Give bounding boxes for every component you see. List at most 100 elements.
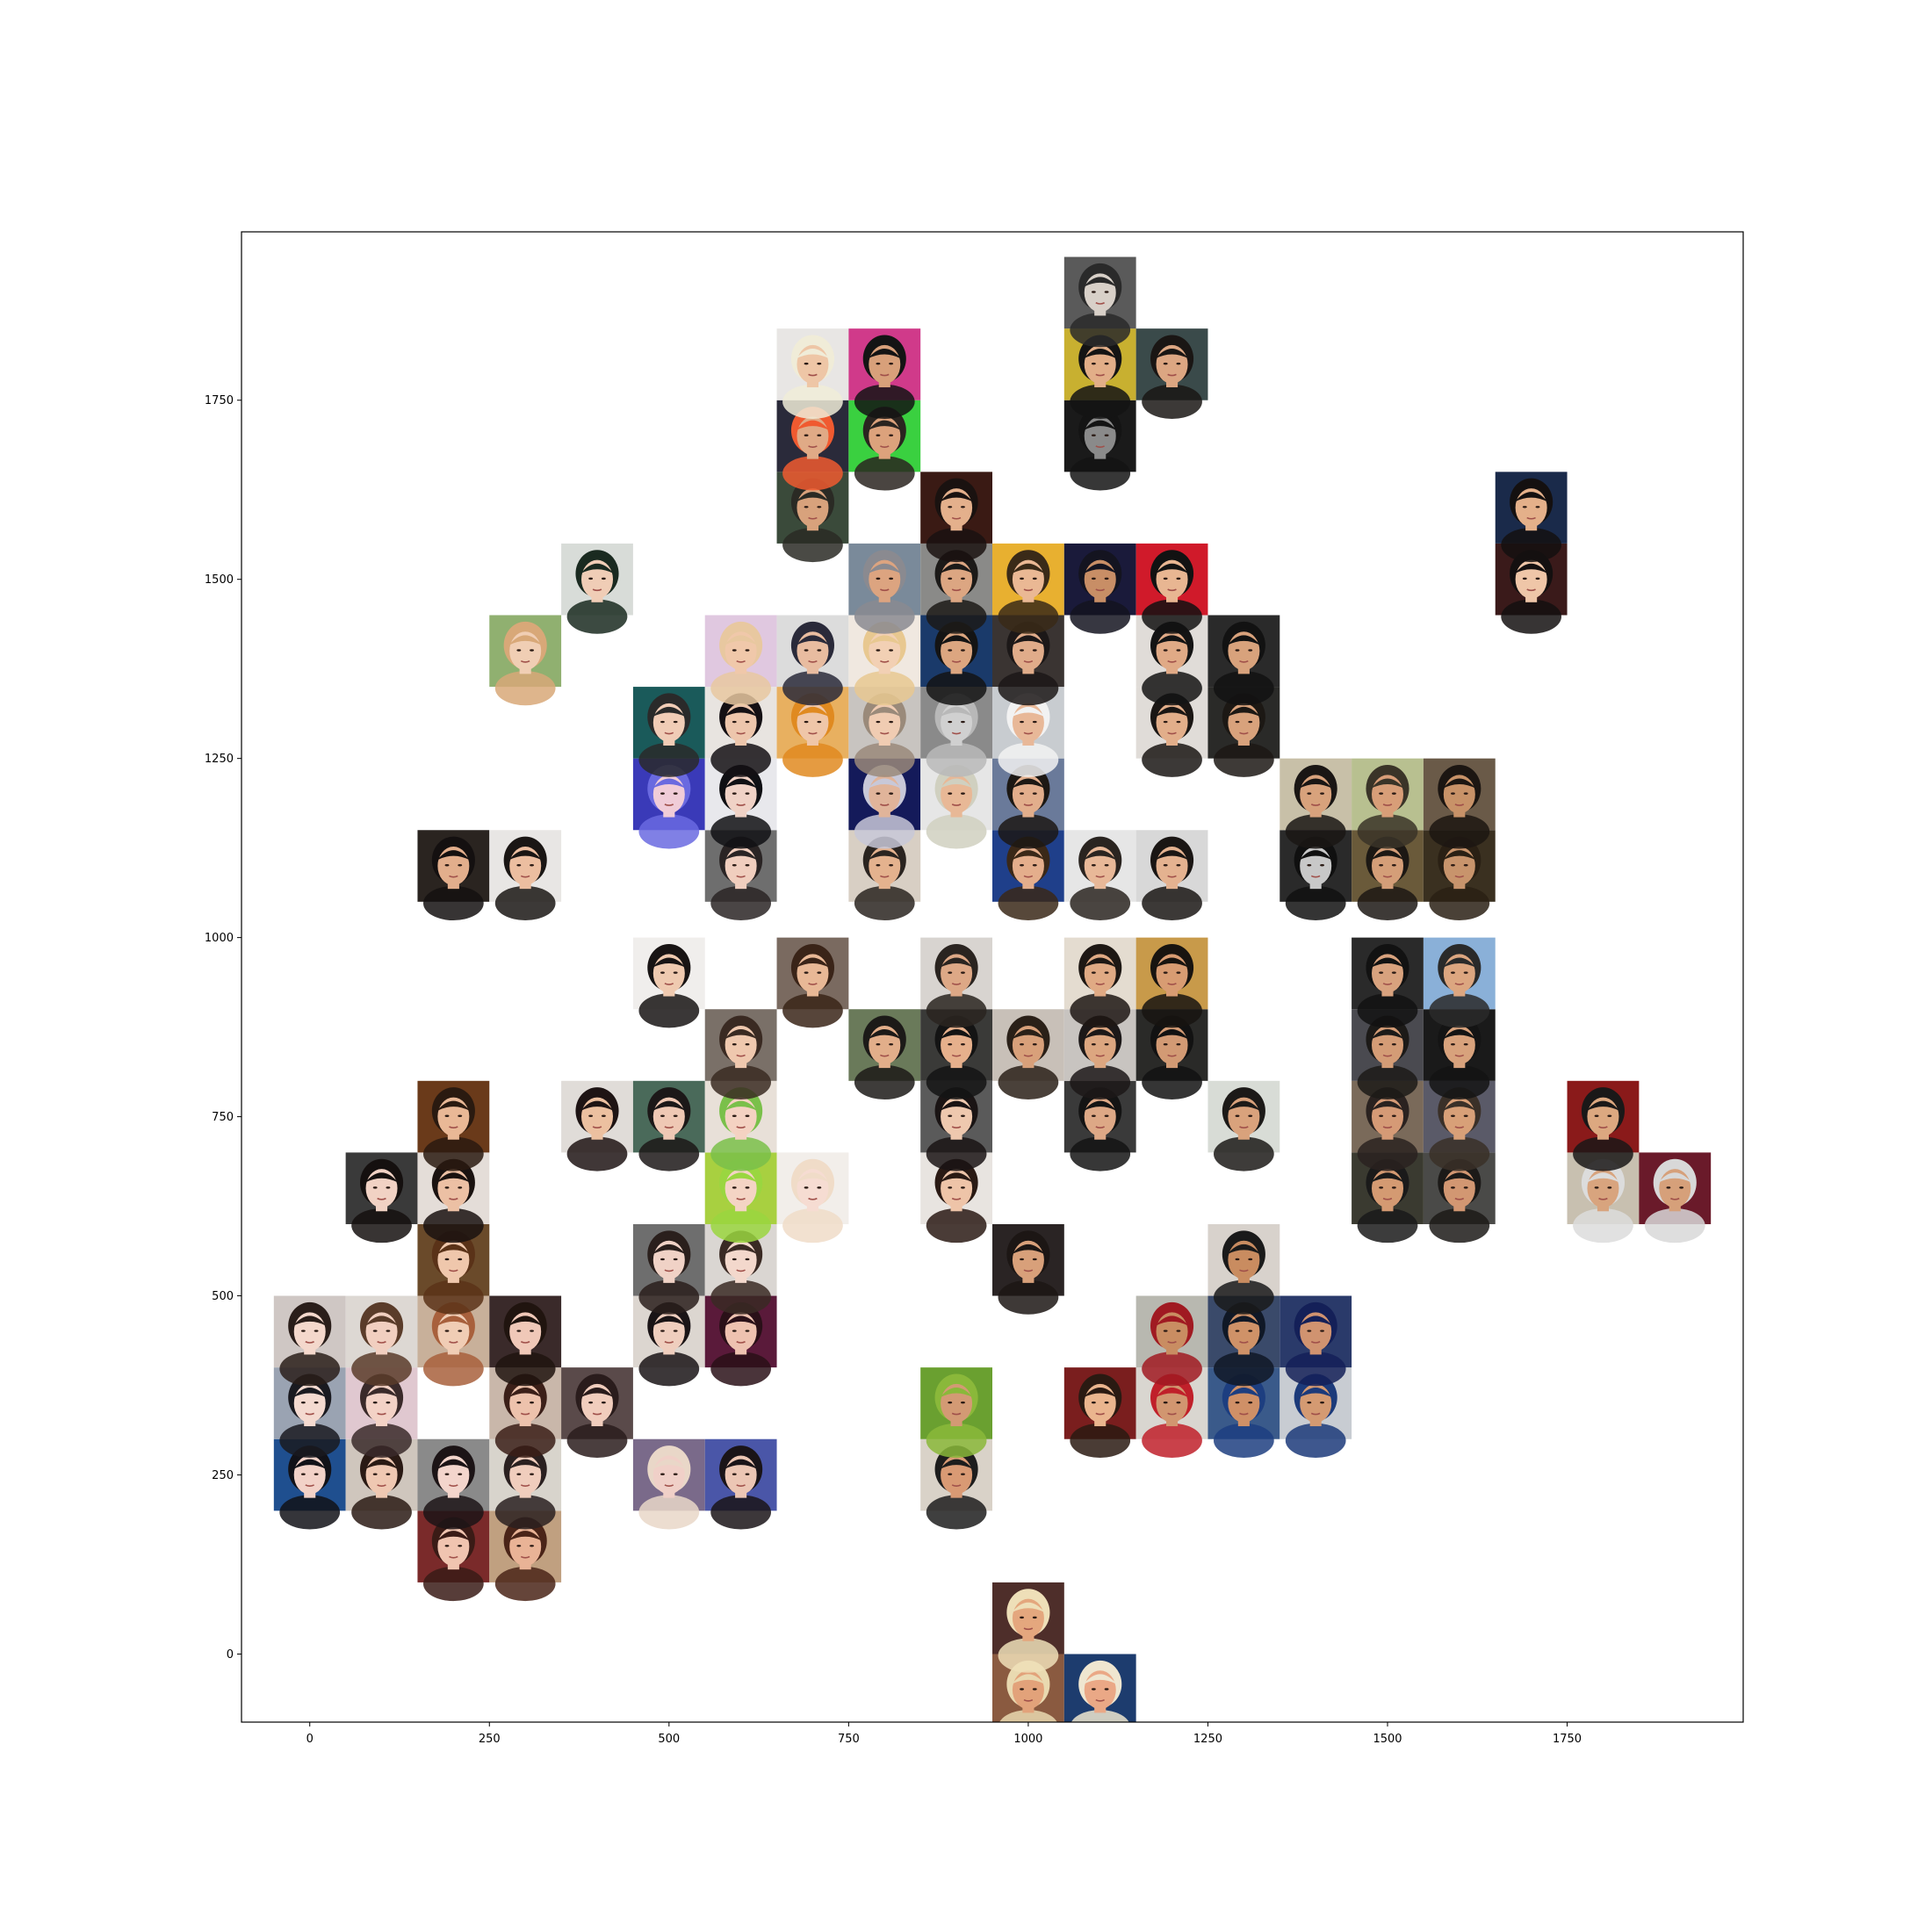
thumbnail-eye — [889, 864, 894, 867]
thumbnail-mouth — [1239, 1341, 1249, 1344]
x-tick-label: 1750 — [1553, 1733, 1582, 1746]
plot-area-frame — [241, 231, 1744, 1723]
thumbnail-eye — [1463, 792, 1468, 795]
thumbnail-eye — [1091, 1042, 1096, 1046]
thumbnail-fringe — [1443, 778, 1476, 789]
face-thumbnail — [848, 1009, 921, 1100]
thumbnail-shoulders — [854, 456, 915, 491]
face-thumbnail — [632, 937, 705, 1028]
face-thumbnail — [992, 1582, 1064, 1673]
thumbnail-shoulders — [926, 527, 987, 563]
thumbnail-mouth — [449, 1341, 458, 1344]
thumbnail-fringe — [940, 635, 973, 645]
face-thumbnail — [1567, 1080, 1640, 1171]
thumbnail-eye — [444, 864, 450, 867]
face-thumbnail — [992, 1223, 1064, 1315]
thumbnail-shoulders — [1573, 1208, 1633, 1244]
thumbnail-eye — [1320, 792, 1324, 795]
thumbnail-eye — [660, 1114, 665, 1118]
thumbnail-shoulders — [1501, 527, 1561, 563]
thumbnail-shoulders — [1357, 1208, 1418, 1244]
face-thumbnail — [920, 758, 992, 849]
thumbnail-fringe — [1371, 957, 1404, 968]
thumbnail-mouth — [664, 1484, 674, 1487]
thumbnail-eye — [1104, 864, 1109, 867]
thumbnail-fringe — [436, 1100, 471, 1112]
thumbnail-shoulders — [351, 1495, 412, 1530]
thumbnail-eye — [1020, 1042, 1024, 1046]
thumbnail-eye — [1451, 864, 1455, 867]
thumbnail-shoulders — [351, 1423, 412, 1458]
thumbnail-fringe — [1155, 957, 1189, 968]
thumbnail-eye — [889, 1042, 894, 1046]
thumbnail-eye — [732, 1042, 737, 1046]
thumbnail-eye — [660, 720, 665, 724]
thumbnail-eye — [372, 1186, 378, 1189]
x-tick-label: 0 — [306, 1733, 314, 1746]
thumbnail-fringe — [1083, 420, 1117, 430]
thumbnail-shoulders — [494, 1423, 556, 1458]
thumbnail-shoulders — [279, 1495, 341, 1530]
thumbnail-shoulders — [854, 671, 915, 706]
thumbnail-eye — [516, 1473, 522, 1475]
thumbnail-mouth — [1454, 804, 1465, 806]
thumbnail-eye — [745, 1258, 750, 1261]
thumbnail-shoulders — [1142, 1352, 1202, 1387]
thumbnail-shoulders — [1573, 1136, 1633, 1171]
thumbnail-eye — [1391, 1042, 1396, 1046]
thumbnail-eye — [1176, 649, 1181, 652]
thumbnail-eye — [1248, 649, 1253, 652]
thumbnail-mouth — [951, 660, 962, 663]
face-thumbnail — [1063, 1080, 1136, 1171]
thumbnail-mouth — [1310, 804, 1321, 806]
thumbnail-fringe — [652, 706, 686, 717]
thumbnail-shoulders — [494, 885, 556, 921]
thumbnail-shoulders — [1429, 1136, 1490, 1171]
thumbnail-shoulders — [423, 1136, 484, 1171]
thumbnail-eye — [817, 720, 822, 724]
thumbnail-shoulders — [710, 885, 771, 921]
thumbnail-eye — [745, 1042, 750, 1046]
thumbnail-eye — [817, 649, 822, 652]
thumbnail-fringe — [724, 1459, 758, 1469]
thumbnail-shoulders — [854, 885, 915, 921]
thumbnail-eye — [804, 649, 809, 652]
face-thumbnail — [417, 1152, 490, 1244]
thumbnail-eye — [1320, 864, 1324, 867]
thumbnail-mouth — [1382, 1197, 1393, 1200]
thumbnail-shoulders — [926, 1208, 987, 1244]
thumbnail-mouth — [736, 1341, 746, 1344]
thumbnail-mouth — [880, 373, 890, 377]
thumbnail-mouth — [1670, 1197, 1680, 1200]
thumbnail-fringe — [940, 1100, 973, 1112]
thumbnail-eye — [1235, 649, 1240, 652]
thumbnail-eye — [1091, 864, 1096, 867]
face-thumbnail — [992, 615, 1064, 706]
thumbnail-mouth — [1023, 660, 1034, 663]
face-thumbnail — [920, 1438, 992, 1530]
thumbnail-eye — [660, 792, 665, 795]
thumbnail-eye — [1391, 1114, 1396, 1118]
thumbnail-shoulders — [710, 814, 771, 849]
thumbnail-eye — [732, 720, 737, 724]
thumbnail-eye — [745, 864, 750, 867]
thumbnail-eye — [1104, 291, 1109, 293]
thumbnail-fringe — [1083, 850, 1117, 861]
thumbnail-shoulders — [1142, 885, 1202, 921]
thumbnail-mouth — [951, 732, 962, 735]
face-thumbnail — [1135, 328, 1208, 419]
thumbnail-fringe — [940, 1387, 973, 1398]
face-thumbnails — [273, 256, 1712, 1722]
thumbnail-mouth — [664, 1126, 674, 1129]
thumbnail-fringe — [1658, 1172, 1692, 1183]
thumbnail-shoulders — [1214, 1280, 1274, 1315]
thumbnail-eye — [948, 1401, 953, 1404]
thumbnail-fringe — [1155, 1029, 1189, 1040]
thumbnail-eye — [732, 792, 737, 795]
thumbnail-fringe — [868, 635, 902, 645]
thumbnail-shoulders — [998, 599, 1059, 634]
thumbnail-mouth — [592, 588, 602, 592]
thumbnail-eye — [1104, 362, 1109, 365]
thumbnail-eye — [588, 1401, 594, 1404]
